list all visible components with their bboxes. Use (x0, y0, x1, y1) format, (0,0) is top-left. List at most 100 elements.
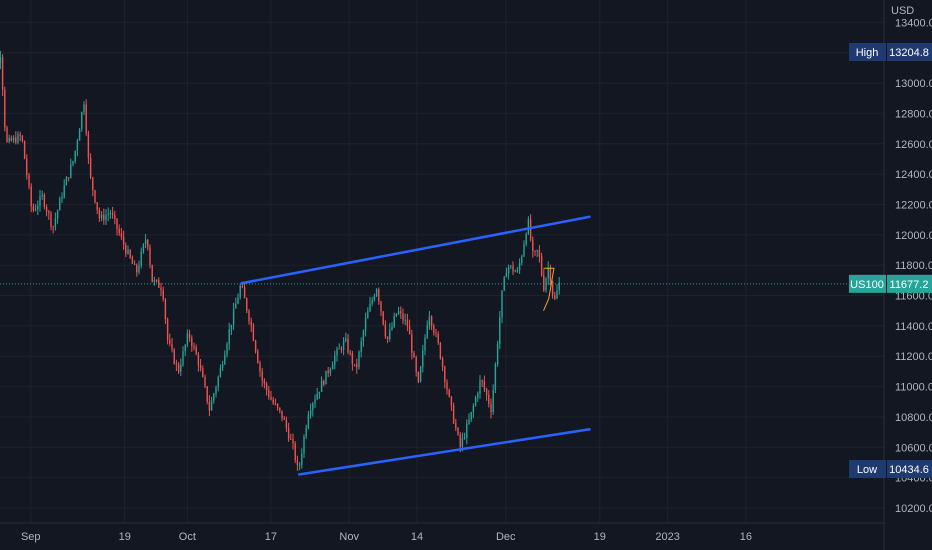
candle-body (105, 215, 107, 221)
price-tick-label: 11600.0 (895, 291, 932, 303)
candle-body (162, 290, 164, 300)
candle-body (239, 286, 241, 298)
high-tag-value: 13204.8 (889, 47, 929, 59)
candle-body (54, 218, 57, 227)
candle-body (204, 377, 206, 387)
price-tick-label: 12800.0 (895, 108, 932, 120)
candle-body (169, 340, 171, 344)
candle-body (6, 127, 8, 142)
candle-body (347, 338, 349, 353)
candle-body (285, 419, 288, 429)
candle-body (173, 349, 175, 364)
candle-body (314, 399, 316, 404)
candle-body (270, 396, 272, 400)
candle-body (492, 389, 494, 413)
drawings[interactable] (0, 215, 884, 476)
candle-body (37, 205, 39, 210)
candle-body (490, 403, 492, 413)
candle-body (202, 368, 204, 378)
candle-body (243, 287, 246, 299)
price-tick-label: 10800.0 (895, 412, 932, 424)
candle-body (496, 344, 499, 364)
time-axis[interactable]: Sep 19 Oct 17 Nov 14 Dec 19 2023 16 (21, 531, 752, 543)
candle-body (512, 265, 514, 272)
candle-body (534, 250, 536, 252)
candle-body (419, 366, 422, 382)
candle-body (21, 135, 24, 142)
candle-body (472, 405, 475, 412)
chart-grid (0, 0, 884, 523)
candle-body (109, 213, 112, 215)
candles (0, 50, 560, 471)
candle-body (63, 185, 65, 198)
candle-body (263, 380, 266, 384)
candle-body (510, 265, 512, 267)
candle-body (175, 363, 178, 365)
candle-body (532, 239, 534, 251)
price-tick-label: 10200.0 (895, 503, 932, 515)
candle-body (208, 401, 211, 411)
candle-body (554, 295, 556, 299)
low-tag-label-bg (849, 460, 886, 478)
price-tick-label: 12000.0 (895, 230, 932, 242)
candle-body (426, 325, 428, 338)
candle-body (252, 325, 255, 341)
candle-body (437, 333, 439, 343)
symbol-tag: US100 11677.2 (849, 274, 932, 293)
candle-body (424, 337, 426, 351)
low-tag-label: Low (857, 464, 877, 476)
candle-body (477, 393, 479, 398)
candle-body (406, 319, 409, 327)
candle-body (336, 348, 338, 356)
candle-body (521, 256, 523, 263)
candle-body (558, 282, 560, 291)
candle-body (551, 281, 554, 296)
candle-body (92, 177, 94, 191)
candle-body (296, 460, 299, 465)
candle-body (15, 137, 17, 143)
candle-body (219, 367, 222, 377)
candle-body (323, 380, 325, 385)
candle-body (334, 355, 336, 365)
candle-body (287, 428, 290, 439)
candle-body (393, 316, 395, 327)
price-tick-label: 10600.0 (895, 442, 932, 454)
triangle-drawing[interactable] (543, 267, 555, 311)
candle-body (48, 211, 50, 214)
candle-body (94, 190, 96, 203)
candle-body (402, 313, 404, 321)
candle-body (131, 257, 134, 264)
trendline-upper[interactable] (240, 215, 591, 285)
candle-body (217, 376, 219, 388)
candle-body (514, 271, 516, 273)
candle-body (408, 326, 411, 335)
candle-body (87, 133, 90, 158)
candle-body (144, 240, 147, 245)
candle-body (19, 134, 21, 136)
candle-body (149, 247, 151, 265)
candle-body (312, 403, 314, 411)
candle-body (184, 344, 186, 352)
trendline-lower[interactable] (298, 427, 591, 476)
candle-body (78, 129, 81, 141)
candle-body (133, 263, 136, 265)
candle-body (274, 403, 277, 405)
candle-body (450, 396, 453, 406)
candle-body (129, 250, 131, 258)
candle-body (417, 372, 420, 382)
candle-body (158, 280, 160, 288)
candle-body (281, 410, 283, 419)
candle-body (17, 134, 19, 143)
candle-body (556, 290, 558, 299)
candle-body (360, 341, 362, 352)
candle-body (479, 380, 481, 394)
candle-body (151, 264, 153, 283)
candle-body (199, 365, 202, 369)
candle-body (461, 437, 464, 447)
candle-body (74, 150, 76, 162)
candle-body (309, 410, 312, 415)
candle-body (76, 140, 79, 151)
candle-body (166, 319, 169, 341)
candle-body (221, 364, 224, 368)
